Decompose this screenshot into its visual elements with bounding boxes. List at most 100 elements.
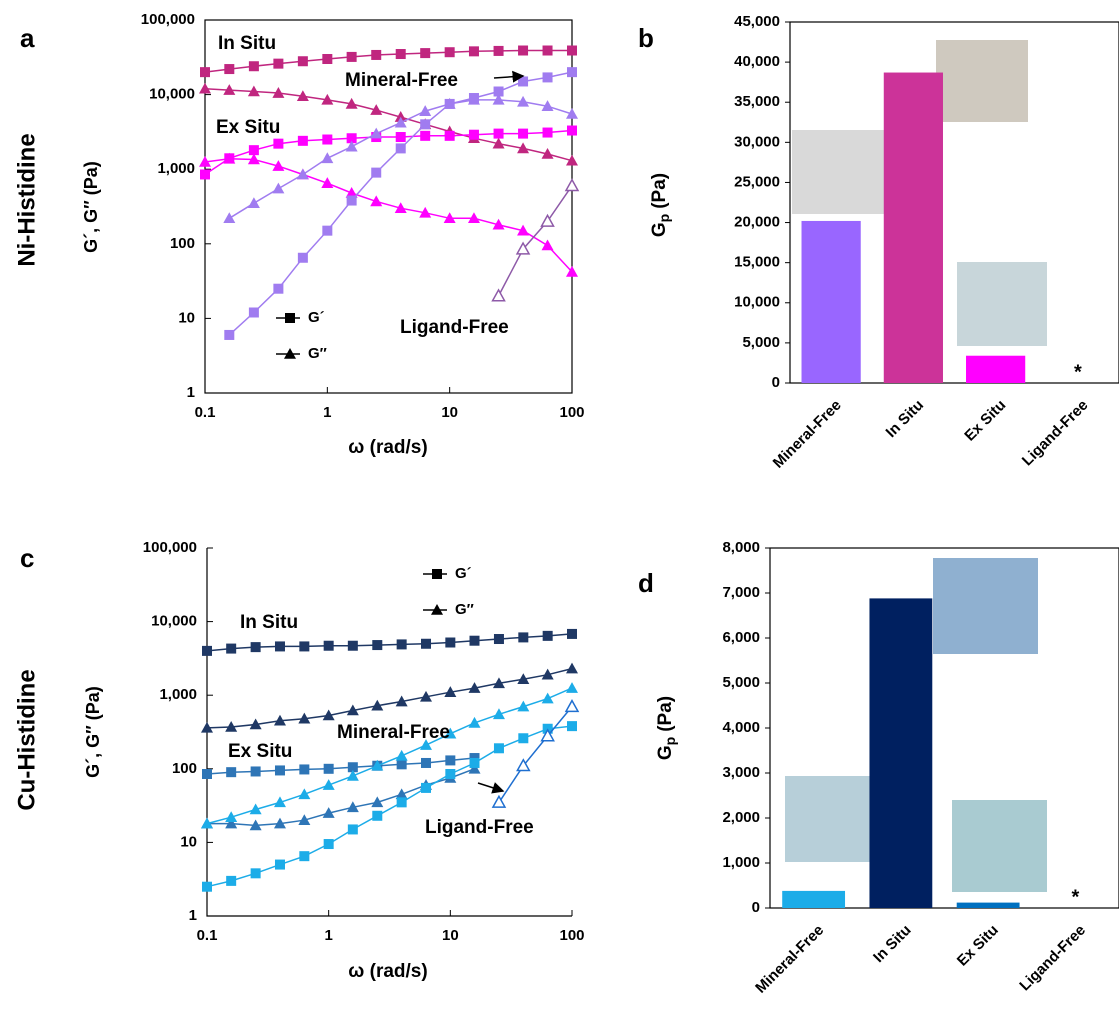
y-tick-label: 40,000 <box>734 53 780 70</box>
missing-marker: * <box>1074 361 1082 383</box>
data-point <box>518 129 528 139</box>
figure: aNi-Histidine1101001,00010,000100,0000.1… <box>0 0 1119 1015</box>
y-tick-label: 1 <box>189 907 197 924</box>
y-axis-title: G´, G″ (Pa) <box>83 686 103 778</box>
data-point <box>324 641 334 651</box>
data-point <box>299 764 309 774</box>
data-point <box>494 46 504 56</box>
data-point <box>323 779 335 790</box>
bar <box>802 221 861 383</box>
y-tick-label: 100 <box>170 235 195 252</box>
photo <box>792 130 884 214</box>
y-axis-title: Gp(Pa) <box>655 696 678 760</box>
y-axis-unit: (Pa) <box>649 173 670 209</box>
data-point <box>567 46 577 56</box>
x-tick-label: 0.1 <box>197 927 218 944</box>
data-point <box>348 641 358 651</box>
series-label: Ex Situ <box>228 741 292 762</box>
data-point <box>396 143 406 153</box>
x-tick-label: In Situ <box>883 397 927 441</box>
y-tick-label: 10 <box>178 309 195 326</box>
data-point <box>566 663 578 674</box>
y-tick-label: 0 <box>772 374 780 391</box>
y-tick-label: 20,000 <box>734 214 780 231</box>
annotation-arrow <box>478 783 503 791</box>
data-point <box>543 46 553 56</box>
data-point <box>397 639 407 649</box>
data-point <box>248 197 260 208</box>
series-label: In Situ <box>218 33 276 54</box>
data-point <box>543 631 553 641</box>
bar <box>957 903 1020 908</box>
data-point <box>469 46 479 56</box>
data-point <box>518 733 528 743</box>
legend-label: G″ <box>308 345 327 362</box>
data-point <box>470 758 480 768</box>
data-point <box>202 882 212 892</box>
legend-label: G″ <box>455 601 474 618</box>
photo <box>936 40 1028 122</box>
photo <box>957 262 1047 346</box>
series-line <box>499 707 572 803</box>
series-label: Mineral-Free <box>345 70 458 91</box>
data-point <box>272 183 284 194</box>
data-point <box>567 67 577 77</box>
photo <box>952 800 1047 892</box>
x-tick-label: 100 <box>559 404 584 421</box>
x-tick-label: Ligand-Free <box>1019 397 1092 470</box>
data-point <box>566 682 578 693</box>
y-tick-label: 1,000 <box>159 686 197 703</box>
series-line <box>207 634 572 651</box>
x-axis-title: ω (rad/s) <box>348 437 427 458</box>
y-tick-label: 3,000 <box>722 764 760 781</box>
series-line <box>207 669 572 728</box>
x-axis-title: ω (rad/s) <box>348 961 427 982</box>
bar <box>884 73 943 383</box>
data-point <box>324 764 334 774</box>
y-tick-label: 35,000 <box>734 93 780 110</box>
legend-marker <box>432 569 442 579</box>
data-point <box>348 824 358 834</box>
y-tick-label: 1,000 <box>157 160 195 177</box>
data-point <box>347 52 357 62</box>
data-point <box>543 72 553 82</box>
data-point <box>372 811 382 821</box>
data-point <box>420 119 430 129</box>
y-tick-label: 7,000 <box>722 584 760 601</box>
data-point <box>542 693 554 704</box>
data-point <box>372 640 382 650</box>
data-point <box>273 284 283 294</box>
data-point <box>299 641 309 651</box>
data-point <box>324 839 334 849</box>
data-point <box>469 717 481 728</box>
legend-label: G´ <box>455 565 472 582</box>
data-point <box>275 860 285 870</box>
data-point <box>494 634 504 644</box>
data-point <box>420 48 430 58</box>
y-tick-label: 0 <box>752 899 760 916</box>
panel-letter: a <box>20 23 35 53</box>
data-point <box>298 253 308 263</box>
data-point <box>275 641 285 651</box>
data-point <box>249 61 259 71</box>
y-tick-label: 100,000 <box>143 539 197 556</box>
data-point <box>566 180 578 191</box>
y-tick-label: 10,000 <box>151 613 197 630</box>
y-tick-label: 10,000 <box>734 294 780 311</box>
data-point <box>567 721 577 731</box>
series-label: Ligand-Free <box>400 317 509 338</box>
x-tick-label: 10 <box>442 927 459 944</box>
x-tick-label: Mineral-Free <box>770 397 845 472</box>
data-point <box>226 876 236 886</box>
y-axis-title: Gp(Pa) <box>649 173 672 237</box>
data-point <box>298 56 308 66</box>
bar <box>782 891 845 908</box>
data-point <box>224 64 234 74</box>
data-point <box>275 765 285 775</box>
data-point <box>202 646 212 656</box>
series-line <box>499 186 572 296</box>
data-point <box>494 743 504 753</box>
data-point <box>322 135 332 145</box>
x-tick-label: Ex Situ <box>954 922 1002 970</box>
series-label: Ex Situ <box>216 117 280 138</box>
